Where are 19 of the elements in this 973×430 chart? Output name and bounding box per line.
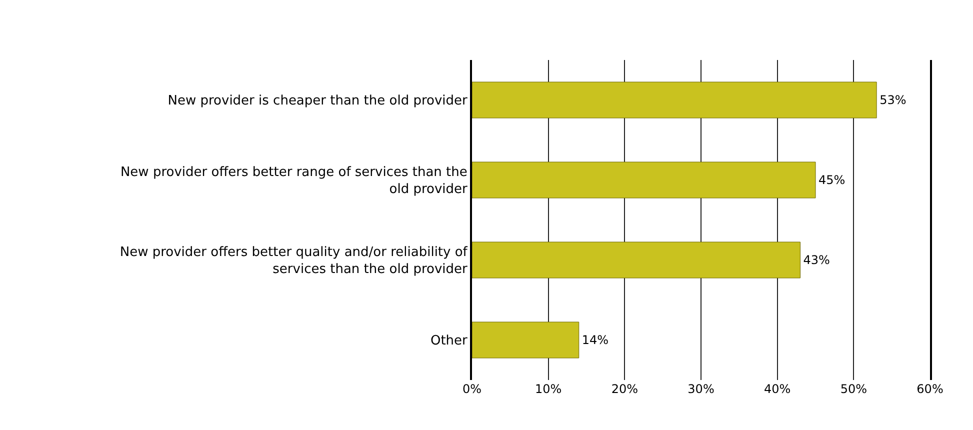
x-tick-label: 30% xyxy=(688,382,714,396)
bar xyxy=(472,82,877,118)
y-tick-label: New provider offers better quality and/or reliability of services than the old provider xyxy=(120,245,468,277)
x-tick-label: 10% xyxy=(534,382,562,396)
x-tick-label: 0% xyxy=(462,382,482,396)
x-tick-label: 40% xyxy=(764,382,791,396)
data-label: 45% xyxy=(818,173,846,187)
x-tick-label: 60% xyxy=(916,382,944,396)
data-label: 43% xyxy=(803,253,830,267)
bar xyxy=(472,162,816,198)
y-tick-label: New provider offers better range of services than the old provider xyxy=(120,165,468,197)
x-tick-label: 20% xyxy=(611,382,638,396)
data-label: 14% xyxy=(582,333,609,347)
x-tick-label: 50% xyxy=(840,382,868,396)
y-tick-label: New provider is cheaper than the old provider xyxy=(168,94,468,109)
bar xyxy=(472,242,800,278)
y-tick-label: Other xyxy=(430,334,468,349)
bar xyxy=(472,322,580,358)
data-label: 53% xyxy=(880,93,906,107)
